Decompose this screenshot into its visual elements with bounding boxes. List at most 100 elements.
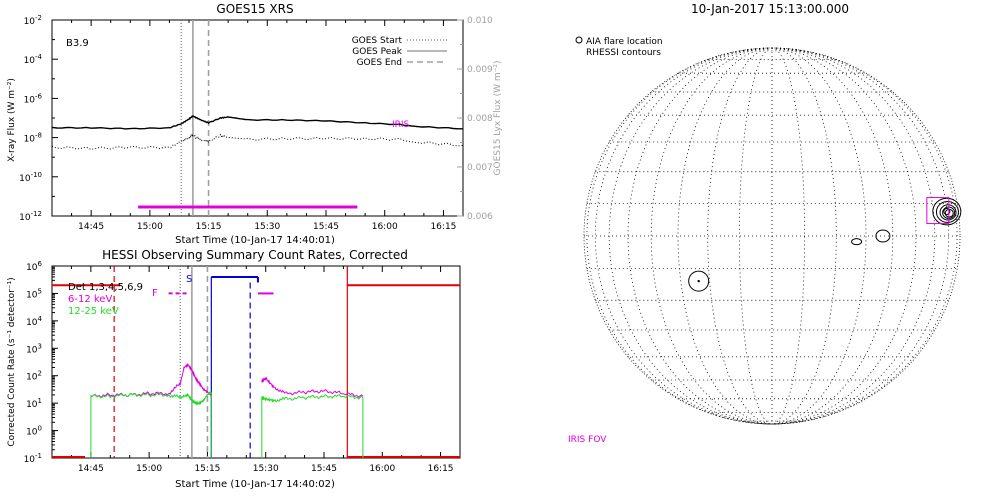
- hessi-legend: Det 1,3,4,5,6,9 6-12 keV 12-25 keV: [68, 282, 143, 317]
- goes-y-tick-label: 10-8: [24, 132, 42, 145]
- goes-y2-tick-label: 0.010: [467, 16, 493, 26]
- goes-x-tick-label: 16:00: [372, 222, 398, 232]
- hessi-y-tick-label: 106: [26, 260, 42, 273]
- goes-y-tick-label: 10-4: [24, 53, 43, 66]
- hessi-x-tick-label: 15:00: [136, 464, 162, 474]
- hessi-legend-6-12-kev: 6-12 keV: [68, 294, 112, 305]
- longitude-line: [707, 47, 773, 425]
- hessi-x-tick-label: 15:30: [253, 464, 279, 474]
- rhessi-contour-2: [851, 238, 863, 246]
- hessi-x-tick-label: 16:15: [428, 464, 454, 474]
- hessi-x-tick-label: 15:45: [311, 464, 337, 474]
- rhessi-contour-1: [688, 270, 710, 292]
- hessi-y-tick-label: 100: [26, 425, 42, 438]
- goes-legend-end-label: GOES End: [357, 58, 402, 68]
- goes-axis-ticks: [52, 19, 464, 217]
- goes-x-tick-label: 15:15: [196, 222, 222, 232]
- longitude-line: [771, 47, 958, 425]
- solar-map-panel: 10-Jan-2017 15:13:00.000 AIA flare locat…: [568, 2, 962, 445]
- goes-title: GOES15 XRS: [216, 2, 293, 16]
- goes-legend-start-label: GOES Start: [352, 36, 403, 46]
- hessi-12-25-kev-line: [261, 394, 364, 458]
- longitude-line: [771, 47, 867, 425]
- solar-limb: [583, 47, 961, 425]
- goes-y2-axis-label: GOES15 Lyx Flux (W m⁻²): [493, 61, 503, 176]
- rhessi-flare-contour: [932, 197, 962, 226]
- hessi-y-axis-label: Corrected Count Rate (s⁻¹ detector⁻¹): [7, 277, 17, 446]
- hessi-6-12-kev-line: [90, 362, 212, 398]
- longitude-line: [594, 47, 773, 425]
- goes-y2-tick-label: 0.007: [467, 163, 493, 173]
- hessi-flags: [168, 275, 274, 295]
- goes-class-label: B3.9: [66, 38, 89, 49]
- rhessi-contour-3: [875, 229, 891, 243]
- goes-x-tick-label: 14:45: [78, 222, 104, 232]
- goes-y-tick-label: 10-12: [19, 210, 42, 223]
- goes-iris-label: IRIS: [392, 120, 410, 130]
- hessi-axis-ticks: [52, 266, 461, 459]
- map-title: 10-Jan-2017 15:13:00.000: [691, 2, 849, 16]
- goes-event-lines: [180, 20, 210, 216]
- rhessi-flare-contour: [939, 204, 957, 221]
- goes-xrs-panel: GOES15 XRS 10-2 10-4 10-6 10-8 10-10 10-12 0.…: [7, 2, 503, 246]
- longitude-line: [650, 47, 773, 425]
- goes-x-tick-label: 15:30: [254, 222, 280, 232]
- goes-x-tick-label: 15:00: [137, 222, 163, 232]
- longitude-line: [586, 47, 773, 425]
- iris-fov-box: [926, 197, 950, 225]
- map-legend-rhessi: RHESSI contours: [586, 48, 661, 58]
- hessi-x-tick-label: 14:45: [78, 464, 104, 474]
- map-legend: AIA flare location RHESSI contours: [575, 36, 663, 58]
- goes-y2-tick-label: 0.008: [467, 114, 493, 124]
- flare-location-legend-marker: [575, 36, 583, 44]
- aia-flare-marker: [943, 208, 951, 216]
- goes-x-tick-label: 16:15: [430, 222, 456, 232]
- goes-y-tick-labels: 10-2 10-4 10-6 10-8 10-10 10-12: [19, 14, 42, 223]
- hessi-y-tick-label: 101: [26, 397, 42, 410]
- hessi-series: [90, 362, 364, 458]
- map-legend-aia: AIA flare location: [586, 37, 663, 47]
- goes-legend-peak-label: GOES Peak: [352, 47, 402, 57]
- hessi-title: HESSI Observing Summary Count Rates, Cor…: [102, 248, 408, 262]
- goes-x-tick-label: 15:45: [313, 222, 339, 232]
- longitude-line: [627, 47, 773, 425]
- hessi-y-tick-labels: 106 105 104 103 102 101 100 10-1: [24, 260, 43, 465]
- goes-y-tick-label: 10-2: [24, 14, 42, 27]
- hessi-markers: [52, 266, 460, 458]
- hessi-legend-12-25-kev: 12-25 keV: [68, 306, 119, 317]
- goes-short-channel-line: [52, 133, 463, 151]
- hessi-y-tick-label: 104: [26, 315, 42, 328]
- hessi-x-tick-label: 15:15: [194, 464, 220, 474]
- longitude-line: [608, 47, 773, 425]
- goes-y-axis-label: X-ray Flux (W m⁻²): [7, 78, 17, 162]
- hessi-x-tick-labels: 14:45 15:00 15:15 15:30 15:45 16:00 16:15: [78, 464, 454, 474]
- iris-fov-label: IRIS FOV: [568, 435, 607, 445]
- goes-long-channel-line: [52, 115, 463, 130]
- hessi-legend-detectors: Det 1,3,4,5,6,9: [68, 282, 143, 293]
- solar-disk-grid: [584, 47, 960, 425]
- goes-x-axis-label: Start Time (10-Jan-17 14:40:01): [175, 235, 335, 246]
- hessi-x-tick-label: 16:00: [369, 464, 395, 474]
- goes-y-tick-label: 10-10: [19, 171, 42, 184]
- hessi-plot-frame: [51, 265, 461, 459]
- goes-y2-tick-labels: 0.010 0.009 0.008 0.007 0.006: [467, 16, 493, 222]
- goes-y2-tick-label: 0.009: [467, 65, 493, 75]
- hessi-x-axis-label: Start Time (10-Jan-17 14:40:02): [175, 479, 335, 490]
- goes-y-tick-label: 10-6: [24, 92, 43, 105]
- hessi-y-tick-label: 103: [26, 342, 42, 355]
- hessi-y-tick-label: 102: [26, 370, 42, 383]
- rhessi-flare-contour: [935, 201, 959, 223]
- hessi-6-12-kev-line: [261, 376, 364, 399]
- goes-y2-tick-label: 0.006: [467, 212, 493, 222]
- flare-flag-label: F: [152, 288, 158, 299]
- rhessi-contour-1-center: [697, 279, 700, 283]
- goes-legend: GOES Start GOES Peak GOES End: [352, 36, 447, 68]
- hessi-y-tick-label: 10-1: [24, 452, 42, 465]
- hessi-y-tick-label: 105: [26, 287, 42, 300]
- hessi-panel: HESSI Observing Summary Count Rates, Cor…: [7, 248, 461, 490]
- solar-disk-features: [688, 197, 962, 292]
- hessi-12-25-kev-line: [90, 391, 212, 458]
- goes-x-tick-labels: 14:45 15:00 15:15 15:30 15:45 16:00 16:15: [78, 222, 456, 232]
- saa-flag-label: S: [186, 274, 192, 285]
